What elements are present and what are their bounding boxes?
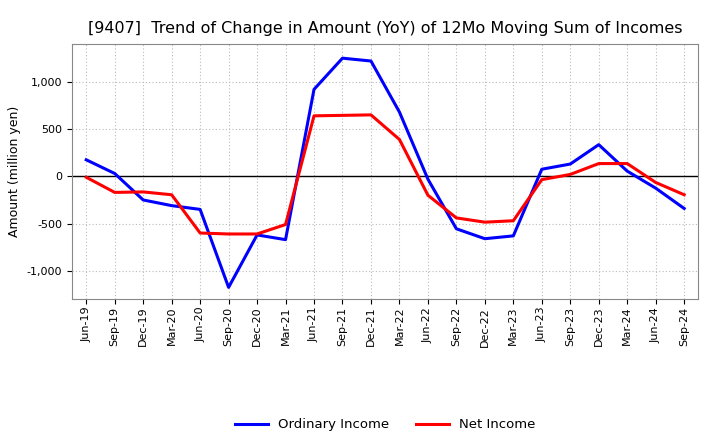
Ordinary Income	[110, 171, 119, 176]
Net Income	[253, 231, 261, 237]
Net Income	[423, 193, 432, 198]
Net Income	[623, 161, 631, 166]
Ordinary Income	[225, 285, 233, 290]
Net Income	[282, 222, 290, 227]
Net Income	[82, 175, 91, 180]
Ordinary Income	[680, 206, 688, 211]
Net Income	[139, 189, 148, 194]
Ordinary Income	[480, 236, 489, 242]
Ordinary Income	[395, 110, 404, 115]
Ordinary Income	[509, 233, 518, 238]
Net Income	[595, 161, 603, 166]
Ordinary Income	[196, 207, 204, 212]
Net Income	[680, 192, 688, 198]
Net Income	[652, 180, 660, 185]
Ordinary Income	[82, 157, 91, 162]
Ordinary Income	[139, 197, 148, 202]
Ordinary Income	[423, 176, 432, 182]
Net Income	[366, 112, 375, 117]
Net Income	[225, 231, 233, 237]
Title: [9407]  Trend of Change in Amount (YoY) of 12Mo Moving Sum of Incomes: [9407] Trend of Change in Amount (YoY) o…	[88, 21, 683, 36]
Y-axis label: Amount (million yen): Amount (million yen)	[8, 106, 21, 237]
Ordinary Income	[338, 55, 347, 61]
Net Income	[395, 137, 404, 142]
Net Income	[452, 215, 461, 220]
Net Income	[167, 192, 176, 198]
Ordinary Income	[566, 161, 575, 167]
Ordinary Income	[537, 167, 546, 172]
Ordinary Income	[167, 203, 176, 208]
Ordinary Income	[253, 232, 261, 238]
Ordinary Income	[366, 59, 375, 64]
Ordinary Income	[623, 169, 631, 174]
Ordinary Income	[282, 237, 290, 242]
Net Income	[310, 113, 318, 118]
Net Income	[338, 113, 347, 118]
Line: Ordinary Income: Ordinary Income	[86, 58, 684, 287]
Line: Net Income: Net Income	[86, 115, 684, 234]
Net Income	[537, 177, 546, 182]
Ordinary Income	[452, 226, 461, 231]
Net Income	[509, 218, 518, 224]
Ordinary Income	[652, 186, 660, 191]
Ordinary Income	[595, 142, 603, 147]
Net Income	[480, 220, 489, 225]
Net Income	[566, 172, 575, 177]
Legend: Ordinary Income, Net Income: Ordinary Income, Net Income	[230, 413, 541, 436]
Net Income	[196, 231, 204, 236]
Ordinary Income	[310, 87, 318, 92]
Net Income	[110, 190, 119, 195]
